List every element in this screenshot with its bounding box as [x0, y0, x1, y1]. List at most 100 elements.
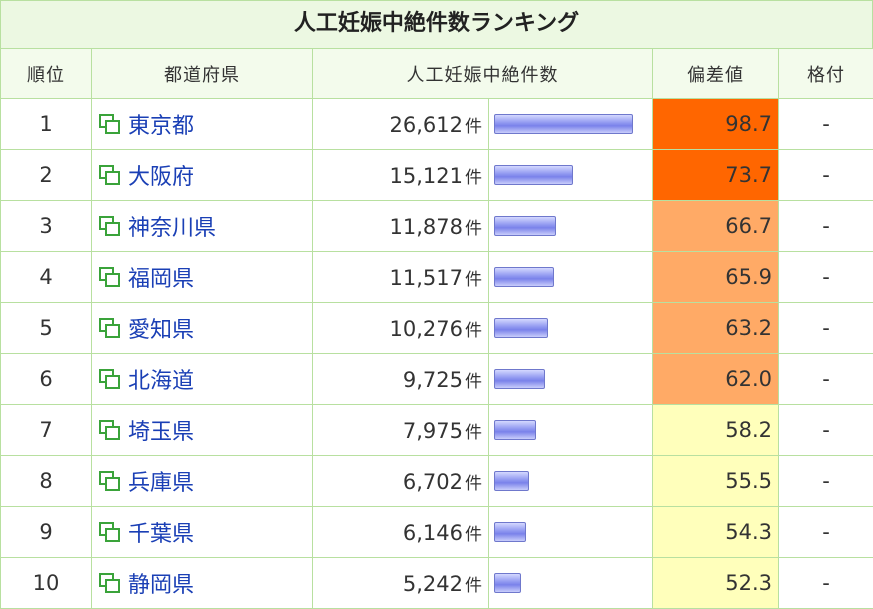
count-bar — [494, 573, 521, 593]
rank-cell: 5 — [1, 303, 92, 354]
prefecture-name[interactable]: 埼玉県 — [128, 414, 194, 446]
prefecture-name[interactable]: 兵庫県 — [128, 465, 194, 497]
count-bar — [494, 267, 554, 287]
count-value: 9,725 — [403, 368, 463, 392]
windows-copy-icon[interactable] — [98, 266, 122, 288]
prefecture-name[interactable]: 神奈川県 — [128, 210, 216, 242]
windows-copy-icon[interactable] — [98, 215, 122, 237]
rank-cell: 1 — [1, 99, 92, 150]
count-value: 10,276 — [390, 317, 463, 341]
grade-cell: - — [779, 558, 873, 609]
prefecture-link[interactable]: 福岡県 — [98, 261, 312, 293]
windows-copy-icon[interactable] — [98, 572, 122, 594]
windows-copy-icon[interactable] — [98, 113, 122, 135]
prefecture-cell: 兵庫県 — [92, 456, 313, 507]
prefecture-name[interactable]: 千葉県 — [128, 516, 194, 548]
deviation-cell: 52.3 — [653, 558, 779, 609]
rank-cell: 4 — [1, 252, 92, 303]
deviation-cell: 66.7 — [653, 201, 779, 252]
windows-copy-icon[interactable] — [98, 419, 122, 441]
rank-cell: 7 — [1, 405, 92, 456]
bar-cell — [489, 405, 653, 456]
windows-copy-icon[interactable] — [98, 164, 122, 186]
grade-cell: - — [779, 456, 873, 507]
prefecture-name[interactable]: 福岡県 — [128, 261, 194, 293]
deviation-cell: 54.3 — [653, 507, 779, 558]
prefecture-link[interactable]: 埼玉県 — [98, 414, 312, 446]
rank-cell: 9 — [1, 507, 92, 558]
header-prefecture[interactable]: 都道府県 — [92, 49, 313, 99]
count-value: 26,612 — [390, 113, 463, 137]
deviation-cell: 62.0 — [653, 354, 779, 405]
rank-cell: 6 — [1, 354, 92, 405]
prefecture-name[interactable]: 大阪府 — [128, 159, 194, 191]
count-value: 6,146 — [403, 521, 463, 545]
count-bar — [494, 369, 545, 389]
header-grade[interactable]: 格付 — [779, 49, 873, 99]
bar-cell — [489, 558, 653, 609]
prefecture-cell: 東京都 — [92, 99, 313, 150]
grade-cell: - — [779, 252, 873, 303]
count-value: 11,517 — [390, 266, 463, 290]
count-unit: 件 — [465, 576, 482, 596]
windows-copy-icon[interactable] — [98, 470, 122, 492]
count-value: 5,242 — [403, 572, 463, 596]
bar-cell — [489, 201, 653, 252]
grade-cell: - — [779, 201, 873, 252]
prefecture-link[interactable]: 静岡県 — [98, 567, 312, 599]
prefecture-link[interactable]: 大阪府 — [98, 159, 312, 191]
bar-cell — [489, 303, 653, 354]
count-unit: 件 — [465, 117, 482, 137]
table-header-row: 順位 都道府県 人工妊娠中絶件数 偏差値 格付 — [1, 49, 873, 99]
prefecture-link[interactable]: 神奈川県 — [98, 210, 312, 242]
header-count[interactable]: 人工妊娠中絶件数 — [313, 49, 653, 99]
prefecture-cell: 静岡県 — [92, 558, 313, 609]
header-deviation[interactable]: 偏差値 — [653, 49, 779, 99]
prefecture-cell: 千葉県 — [92, 507, 313, 558]
count-bar — [494, 420, 536, 440]
prefecture-cell: 福岡県 — [92, 252, 313, 303]
deviation-cell: 73.7 — [653, 150, 779, 201]
deviation-cell: 55.5 — [653, 456, 779, 507]
deviation-cell: 63.2 — [653, 303, 779, 354]
prefecture-cell: 愛知県 — [92, 303, 313, 354]
prefecture-name[interactable]: 北海道 — [128, 363, 194, 395]
grade-cell: - — [779, 150, 873, 201]
windows-copy-icon[interactable] — [98, 317, 122, 339]
prefecture-name[interactable]: 愛知県 — [128, 312, 194, 344]
windows-copy-icon[interactable] — [98, 368, 122, 390]
prefecture-link[interactable]: 愛知県 — [98, 312, 312, 344]
prefecture-link[interactable]: 北海道 — [98, 363, 312, 395]
bar-cell — [489, 507, 653, 558]
windows-copy-icon[interactable] — [98, 521, 122, 543]
count-unit: 件 — [465, 525, 482, 545]
count-bar — [494, 114, 633, 134]
prefecture-name[interactable]: 東京都 — [128, 108, 194, 140]
prefecture-link[interactable]: 兵庫県 — [98, 465, 312, 497]
prefecture-link[interactable]: 千葉県 — [98, 516, 312, 548]
prefecture-cell: 大阪府 — [92, 150, 313, 201]
count-bar — [494, 522, 526, 542]
header-rank[interactable]: 順位 — [1, 49, 92, 99]
prefecture-link[interactable]: 東京都 — [98, 108, 312, 140]
count-bar — [494, 318, 548, 338]
grade-cell: - — [779, 99, 873, 150]
rank-cell: 3 — [1, 201, 92, 252]
bar-cell — [489, 150, 653, 201]
prefecture-name[interactable]: 静岡県 — [128, 567, 194, 599]
count-unit: 件 — [465, 321, 482, 341]
